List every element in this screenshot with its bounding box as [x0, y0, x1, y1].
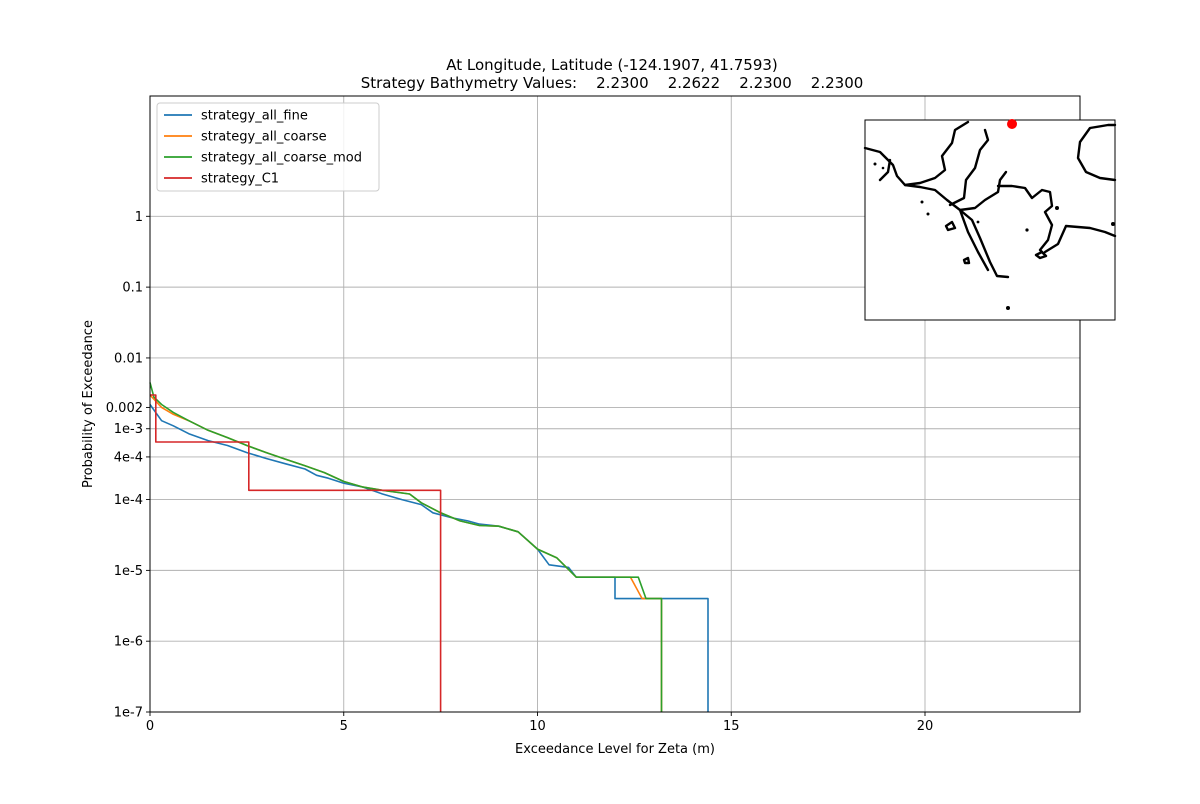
series-line-strategy-all-coarse-mod [149, 382, 663, 712]
coastline-main [863, 146, 1010, 279]
chart-title: At Longitude, Latitude (-124.1907, 41.75… [446, 56, 778, 74]
legend-label: strategy_C1 [201, 172, 279, 187]
x-tick-label: 5 [340, 719, 348, 734]
y-tick-label: 1e-5 [114, 564, 143, 579]
y-tick-label: 1e-7 [114, 706, 143, 721]
y-tick-label: 1e-3 [114, 422, 143, 437]
legend-label: strategy_all_fine [201, 109, 308, 124]
island-dot [976, 220, 980, 224]
y-tick-label: 1e-6 [114, 635, 143, 650]
inset-map [863, 119, 1117, 321]
coastline [863, 120, 1117, 279]
island-dot [926, 212, 930, 216]
axis-ticks: 0 5 10 15 20 1 0.1 0.01 0.002 1e-3 4e-4 1e-4 1e-5 1e-… [106, 210, 933, 734]
coastline-bay [996, 184, 1054, 257]
coastline-island-3 [1034, 250, 1048, 260]
coastline-dots [873, 162, 1115, 310]
x-tick-label: 0 [146, 719, 154, 734]
x-tick-label: 15 [723, 719, 740, 734]
island-dot [1111, 222, 1115, 226]
series-line-strategy-all-fine [149, 404, 709, 712]
y-tick-label: 0.1 [122, 281, 143, 296]
inset-map-frame [864, 119, 1116, 321]
series-line-strategy-C1 [150, 394, 442, 712]
island-dot [881, 166, 885, 170]
legend-label: strategy_all_coarse [201, 130, 327, 145]
x-axis-label: Exceedance Level for Zeta (m) [515, 742, 715, 757]
coastline-east [1043, 224, 1117, 254]
y-tick-label: 0.01 [114, 351, 143, 366]
y-tick-label: 0.002 [106, 401, 143, 416]
legend: strategy_all_fine strategy_all_coarsestra… [156, 102, 380, 192]
chart-subtitle: Strategy Bathymetry Values: 2.2300 2.262… [361, 74, 864, 92]
y-axis-label: Probability of Exceedance [81, 320, 96, 488]
island-dot [873, 162, 877, 166]
coastline-island-2 [962, 256, 971, 265]
coastline-island-1 [944, 220, 957, 232]
coastline-lake [1076, 123, 1117, 182]
coastline-river-left [878, 158, 892, 182]
location-marker [1007, 119, 1017, 129]
coastline-spit [958, 208, 990, 272]
y-tick-label: 4e-4 [114, 450, 143, 465]
grid [149, 96, 1080, 713]
island-dot [1006, 306, 1010, 310]
y-tick-label: 1e-4 [114, 493, 143, 508]
coastline-inlet [958, 170, 1008, 212]
island-dot [1025, 228, 1029, 232]
coastline-channel [903, 120, 970, 187]
island-dot [1055, 206, 1059, 210]
x-tick-label: 10 [529, 719, 546, 734]
plot-frame [149, 95, 1081, 713]
y-tick-label: 1 [135, 210, 143, 225]
legend-label: strategy_all_coarse_mod [201, 151, 362, 166]
legend-box [156, 102, 380, 192]
x-tick-label: 20 [917, 719, 934, 734]
coastline-channel-2 [948, 128, 990, 207]
series-lines [149, 382, 709, 712]
island-dot [920, 200, 924, 204]
